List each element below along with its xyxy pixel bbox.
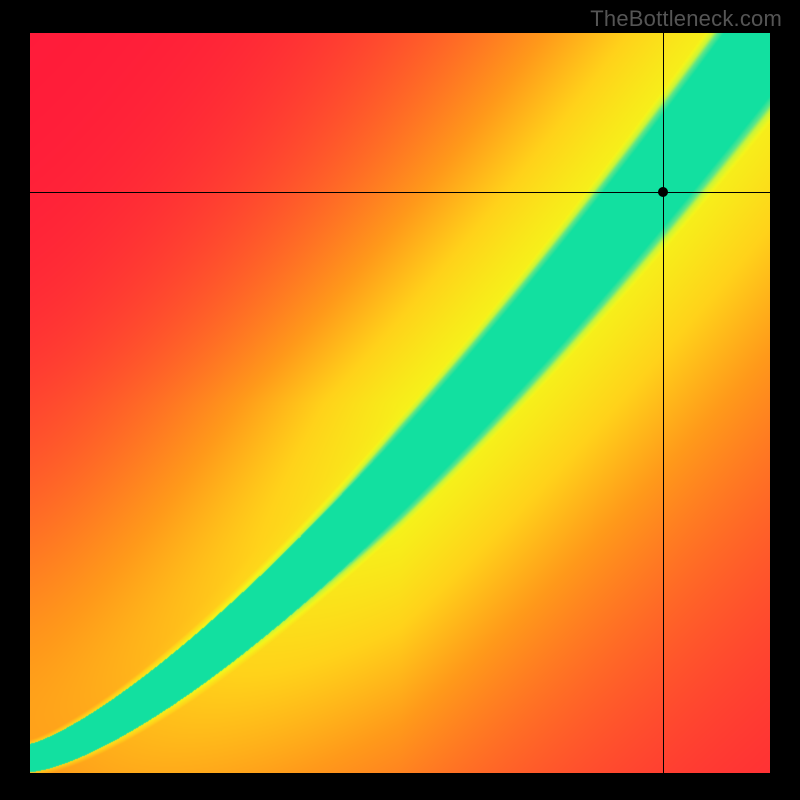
crosshair-vertical (663, 33, 664, 773)
crosshair-marker (658, 187, 668, 197)
plot-area (30, 33, 770, 773)
figure-wrapper: TheBottleneck.com (0, 0, 800, 800)
watermark-text: TheBottleneck.com (590, 6, 782, 32)
bottleneck-heatmap (30, 33, 770, 773)
